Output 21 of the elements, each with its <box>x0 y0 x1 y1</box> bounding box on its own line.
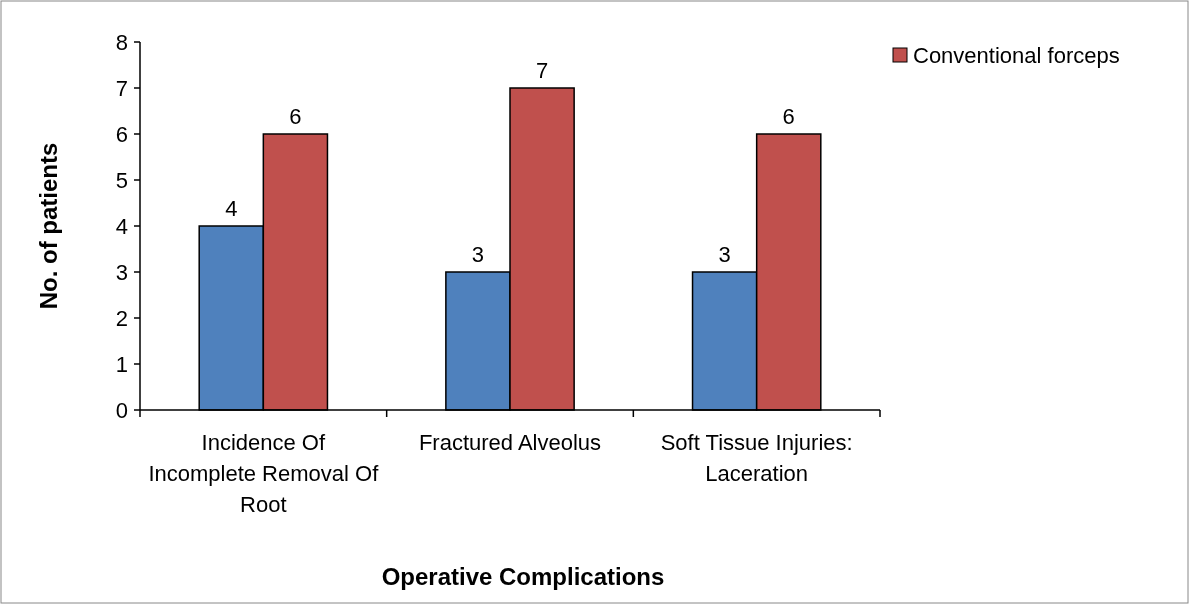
y-tick-label: 0 <box>115 397 128 423</box>
x-tick-label: Incidence Of Incomplete Removal Of Root <box>148 430 380 517</box>
y-tick-label: 6 <box>115 121 128 147</box>
y-tick-label: 3 <box>115 259 128 285</box>
x-axis-title: Operative Complications <box>381 563 665 590</box>
legend-label: Conventional forceps <box>913 42 1120 68</box>
data-label: 6 <box>782 104 795 129</box>
y-tick-label: 1 <box>115 351 128 377</box>
data-label: 4 <box>225 196 238 221</box>
x-tick-label: Soft Tissue Injuries: Laceration <box>660 430 853 486</box>
y-tick-label: 8 <box>115 29 128 55</box>
y-tick-label: 4 <box>115 213 128 239</box>
y-tick-label: 7 <box>115 75 128 101</box>
data-label: 6 <box>289 104 302 129</box>
data-label: 7 <box>535 58 549 83</box>
y-axis-title: No. of patients <box>35 142 62 310</box>
data-label: 3 <box>718 242 731 267</box>
data-label: 3 <box>471 242 485 267</box>
y-tick-label: 5 <box>115 167 128 193</box>
x-tick-label: Fractured Alveolus <box>418 430 602 455</box>
y-tick-label: 2 <box>115 305 128 331</box>
